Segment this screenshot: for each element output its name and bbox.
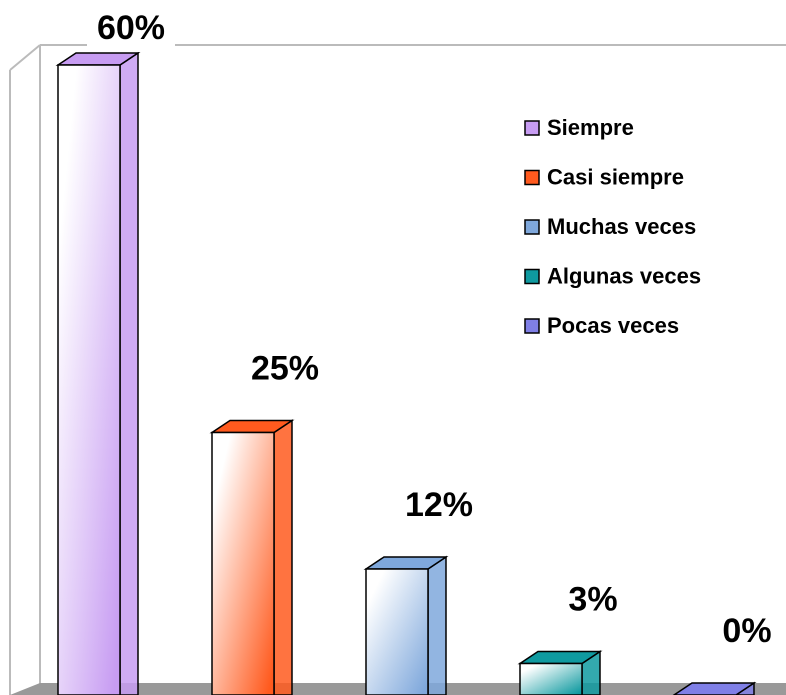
legend-swatch	[524, 219, 540, 235]
legend-label: Algunas veces	[547, 263, 701, 288]
legend-swatch	[524, 318, 540, 334]
bar-side	[119, 51, 139, 695]
bar-top	[672, 682, 757, 695]
value-label: 3%	[568, 580, 617, 618]
bar	[519, 662, 583, 695]
legend-swatch	[524, 120, 540, 136]
legend-swatch	[524, 169, 540, 186]
value-label: 0%	[722, 612, 771, 650]
legend-label: Siempre	[547, 115, 634, 140]
legend-label: Casi siempre	[547, 164, 684, 189]
side-wall-top	[9, 44, 41, 71]
bar	[365, 568, 429, 695]
value-label: 60%	[97, 9, 165, 47]
bar	[57, 64, 121, 695]
value-label: 12%	[405, 486, 473, 524]
bar-side	[427, 555, 447, 695]
plot-background	[10, 45, 786, 695]
value-label-background	[87, 8, 175, 52]
legend-swatch	[524, 268, 540, 285]
value-label: 25%	[251, 349, 319, 387]
legend-label: Pocas veces	[547, 313, 679, 338]
legend-label: Muchas veces	[547, 214, 696, 239]
bar-side	[273, 419, 293, 695]
bar	[211, 431, 275, 695]
